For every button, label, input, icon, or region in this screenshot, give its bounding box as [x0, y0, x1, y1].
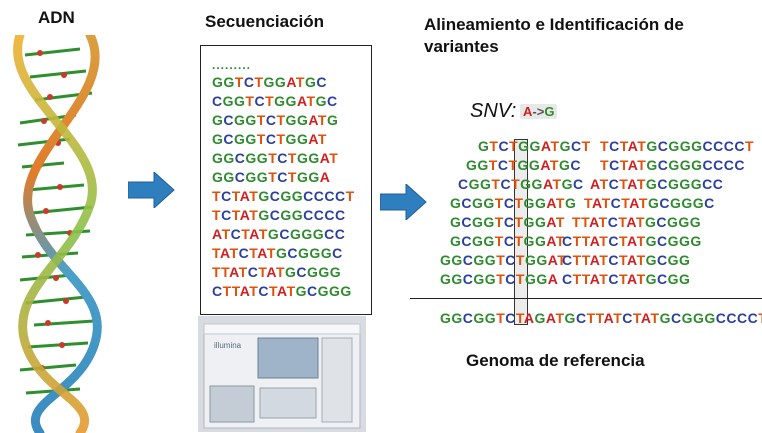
sequencing-read: ATCTATGCGGGCC: [212, 226, 346, 242]
reference-sequence-text: GGCGGTCTAGATGCTTATCTATGCGGGCCCCT: [440, 310, 762, 326]
aligned-read-right: ATCTATGCGGGCC: [590, 176, 724, 192]
aligned-read-right: CTTATCTATGCGGG: [562, 233, 702, 249]
sequencing-read: GCGGTCTGGATG: [212, 112, 339, 128]
sequencing-read: GGTCTGGATGC: [212, 74, 327, 90]
aligned-read-left: CGGTCTGGATGC: [458, 176, 584, 192]
sequencing-read: GGCGGTCTGGAT: [212, 150, 339, 166]
aligned-read-right: TCTATGCGGGCCCCT: [600, 138, 755, 154]
sequencing-reads-box: [200, 45, 372, 315]
snv-change-text: A->G: [523, 104, 555, 119]
snv-change-badge: A->G: [520, 104, 558, 119]
reference-genome-title: Genoma de referencia: [466, 351, 645, 370]
sequencing-read: CTTATCTATGCGGG: [212, 283, 352, 299]
sequencing-read: TCTATGCGGCCCCT: [212, 188, 355, 204]
reference-divider-line: [410, 298, 762, 299]
snv-label: SNV:: [470, 100, 517, 122]
arrow-right-icon-2: [380, 184, 427, 220]
sequencing-read: TATCTATGCGGGC: [212, 245, 343, 261]
sequencing-read: GGCGGTCTGGA: [212, 169, 331, 185]
aligned-read-left: GGCGGTCTGGA: [440, 271, 559, 287]
aligned-read-right: CTTATCTATGCGG: [562, 271, 691, 287]
aligned-read-left: GCGGTCTGGATG: [450, 195, 577, 211]
aligned-read-left: GCGGTCTGGAT: [450, 214, 565, 230]
sequencer-machine-image: illumina: [198, 316, 366, 432]
dna-title: ADN: [38, 8, 75, 27]
aligned-read-left: GCGGTCTGGAT: [450, 233, 565, 249]
alignment-title: Alineamiento e Identificación de variant…: [424, 15, 684, 56]
aligned-read-right: TTATCTATGCGGG: [572, 214, 702, 230]
aligned-read-left: GGTCTGGATGC: [466, 157, 581, 173]
arrow-right-icon: [128, 172, 175, 208]
aligned-read-left: GGCGGTCTGGAT: [440, 252, 567, 268]
sequencing-read: CGGTCTGGATGC: [212, 93, 338, 109]
sequencing-read: GCGGTCTGGAT: [212, 131, 327, 147]
dna-helix-illustration: [13, 35, 102, 433]
sequencing-title: Secuenciación: [205, 12, 325, 31]
variant-column-highlight: [514, 139, 528, 325]
more-reads-dots: .........: [212, 58, 252, 72]
sequencer-brand-label: illumina: [214, 341, 242, 350]
sequencing-read: TCTATGCGGCCCC: [212, 207, 346, 223]
aligned-read-left: GTCTGGATGCT: [478, 138, 591, 154]
dna-strand-b: [13, 35, 97, 433]
aligned-read-right: TCTATGCGGGCCCC: [600, 157, 746, 173]
sequencing-read: TTATCTATGCGGG: [212, 264, 342, 280]
aligned-read-right: CTTATCTATGCGG: [562, 252, 691, 268]
aligned-read-right: TATCTATGCGGGC: [584, 195, 715, 211]
